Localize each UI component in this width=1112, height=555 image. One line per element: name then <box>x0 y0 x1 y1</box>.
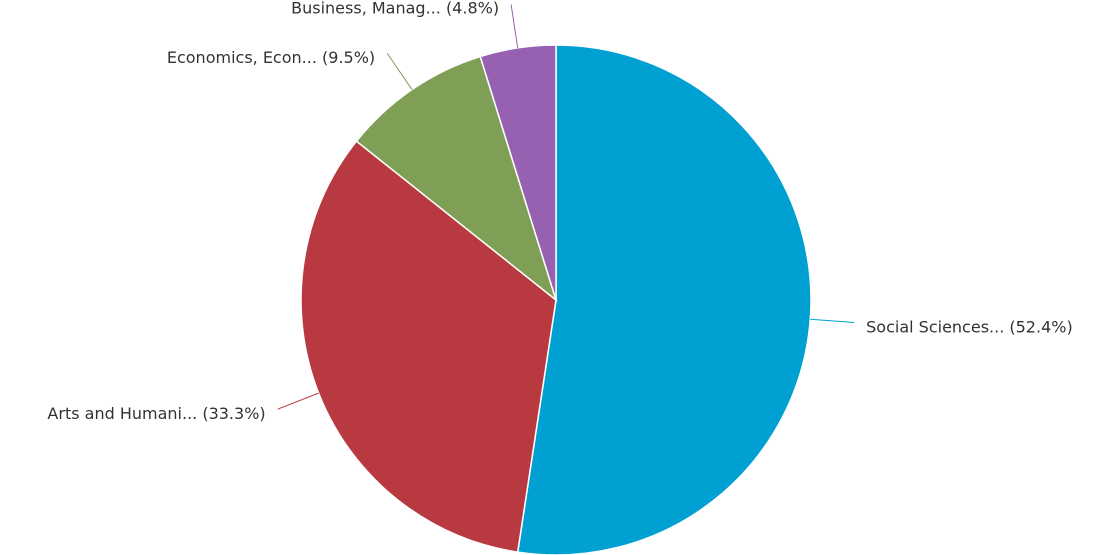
slice-label: Business, Manag... (4.8%) <box>291 0 499 17</box>
slice-label-name: Arts and Humani... <box>47 404 197 423</box>
leader-line <box>810 318 855 324</box>
slice-label-name: Economics, Econ... <box>167 48 317 67</box>
slice-label: Arts and Humani... (33.3%) <box>47 404 265 423</box>
slice-label: Economics, Econ... (9.5%) <box>167 48 375 67</box>
slice-label: Social Sciences... (52.4%) <box>866 317 1073 336</box>
pie-slice <box>300 140 557 553</box>
slice-label-name: Social Sciences... <box>866 317 1004 336</box>
slice-label-value: (4.8%) <box>446 0 499 17</box>
pie-slice <box>516 44 812 555</box>
slice-label-value: (33.3%) <box>202 404 265 423</box>
slice-label-value: (52.4%) <box>1009 317 1072 336</box>
leader-line <box>510 4 519 48</box>
leader-line <box>277 392 319 410</box>
slice-label-name: Business, Manag... <box>291 0 441 17</box>
slice-label-value: (9.5%) <box>322 48 375 67</box>
leader-line <box>386 52 413 90</box>
